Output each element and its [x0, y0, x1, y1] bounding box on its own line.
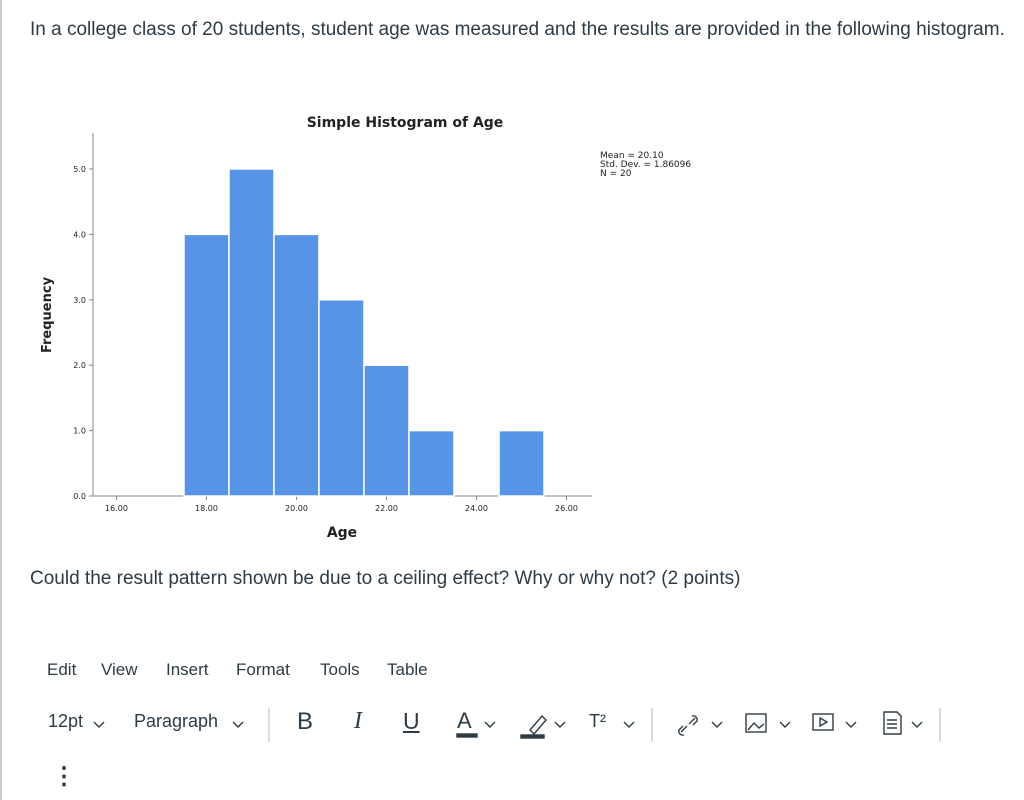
y-tick-label: 4.0: [73, 230, 86, 239]
chevron: [779, 721, 791, 728]
color-bar: [520, 734, 545, 739]
x-tick-label: 20.00: [285, 504, 308, 513]
histogram: Simple Histogram of Age Age Frequency Me…: [40, 115, 691, 541]
bar: [318, 299, 365, 497]
media-icon: [819, 716, 829, 728]
link-icon: [678, 715, 698, 736]
stat-text: Mean = 20.10: [600, 151, 664, 161]
bar: [363, 364, 410, 497]
x-tick-label: 24.00: [465, 504, 488, 513]
font-size-select[interactable]: 12pt: [48, 711, 84, 731]
stat-text: Std. Dev. = 1.86096: [600, 160, 691, 170]
superscript-button[interactable]: T²: [589, 711, 606, 731]
bar: [183, 233, 230, 497]
chevron: [93, 721, 105, 728]
chevron: [711, 721, 723, 728]
chart-title: Simple Histogram of Age: [307, 115, 504, 131]
menu-item[interactable]: Edit: [47, 660, 77, 679]
y-tick-label: 2.0: [73, 361, 86, 370]
question: In a college class of 20 students, stude…: [30, 19, 1005, 40]
image-icon: [747, 721, 765, 731]
chevron: [554, 721, 566, 728]
chevron: [232, 721, 244, 728]
y-axis-label: Frequency: [40, 276, 55, 353]
document-icon: [883, 711, 902, 735]
x-tick-label: 18.00: [195, 504, 218, 513]
y-tick-label: 5.0: [73, 165, 86, 174]
more-button[interactable]: ⋮: [52, 763, 76, 790]
x-tick-label: 22.00: [375, 504, 398, 513]
menu-item[interactable]: Table: [387, 660, 428, 679]
chevron: [845, 721, 857, 728]
color-bar: [456, 733, 478, 738]
y-tick-label: 3.0: [73, 296, 86, 305]
media-icon: [812, 713, 834, 731]
bar: [408, 429, 455, 497]
y-tick-label: 1.0: [73, 427, 86, 436]
bold-button[interactable]: B: [297, 708, 314, 735]
x-tick-label: 16.00: [105, 504, 128, 513]
menu-item[interactable]: Tools: [320, 660, 360, 679]
italic-button[interactable]: I: [354, 708, 362, 734]
chevron: [484, 721, 496, 728]
block-select[interactable]: Paragraph: [134, 711, 219, 731]
x-axis-label: Age: [327, 525, 357, 541]
text-color-button[interactable]: A: [457, 708, 472, 733]
menu-item[interactable]: Insert: [166, 660, 209, 679]
stat-text: N = 20: [600, 169, 632, 179]
underline-button[interactable]: U: [403, 708, 420, 734]
question: Could the result pattern shown be due to…: [30, 568, 741, 589]
x-tick-label: 26.00: [555, 504, 578, 513]
image-icon: [745, 713, 767, 733]
toolbar-icons: [93, 708, 941, 742]
chevron: [911, 721, 923, 728]
menu-item[interactable]: Format: [236, 660, 290, 679]
bar: [228, 168, 275, 497]
bar: [273, 233, 320, 497]
menu-item[interactable]: View: [101, 660, 138, 679]
left-border: [0, 0, 2, 800]
bar: [498, 429, 545, 497]
y-tick-label: 0.0: [73, 492, 86, 501]
highlight-icon: [529, 714, 547, 736]
chevron: [623, 721, 635, 728]
